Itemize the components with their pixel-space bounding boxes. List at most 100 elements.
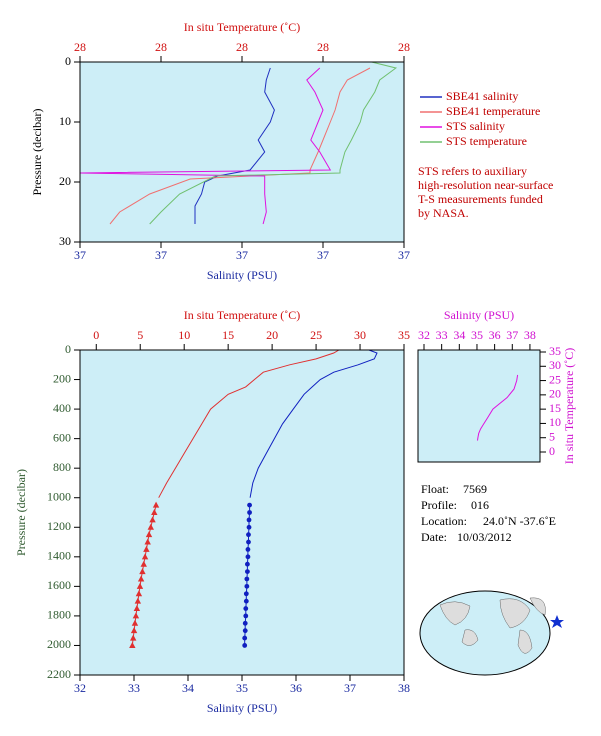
legend-label: SBE41 salinity [446,89,518,103]
y-tick-label: 5 [549,429,555,443]
marker [243,598,249,604]
float-location [550,615,564,628]
y-tick-label: 1400 [47,549,71,563]
y-tick-label: 2200 [47,667,71,681]
y-axis-label: In situ Temperature (˚C) [562,348,576,465]
marker [129,634,137,641]
marker [243,591,249,597]
y-tick-label: 2000 [47,637,71,651]
legend-label: STS temperature [446,134,527,148]
y-tick-label: 0 [65,342,71,356]
series-line [477,374,519,441]
x2-tick-label: 20 [266,328,278,342]
marker [140,560,147,567]
marker [242,643,248,648]
marker [147,523,154,530]
plot-frame [79,61,405,243]
y-tick-label: 1800 [47,608,71,622]
marker [129,641,136,648]
annotation: STS refers to auxiliary [418,164,527,178]
x2-tick-label: 25 [310,328,322,342]
y-axis-label: Pressure (decibar) [14,469,28,556]
y-tick-label: 10 [549,415,561,429]
x-tick-label: 34 [182,681,194,695]
x2-tick-label: 10 [178,328,190,342]
info-label: Float: [421,482,449,496]
marker [246,539,251,545]
marker [141,553,149,560]
info-label: Date: [421,530,447,544]
x2-tick-label: 28 [398,40,410,54]
world-map [419,590,564,676]
map-land [439,601,471,626]
marker [247,502,252,508]
panel: 37 37 37 37 37 Salinity (PSU) 28 28 28 28 28 In sit… [30,20,554,282]
x-tick-label: 37 [74,248,86,262]
x-tick-label: 37 [317,248,329,262]
marker [243,606,249,611]
x2-tick-label: 30 [354,328,366,342]
marker [244,583,250,589]
panel: 32 33 34 35 36 37 38 Salinity (PSU) 051015202530… [417,308,576,465]
marker [136,582,144,589]
marker [243,613,249,619]
marker [133,605,141,612]
y-tick-label: 1000 [47,489,71,503]
series-line [249,349,378,498]
marker [244,576,250,582]
x-axis-label: Salinity (PSU) [207,701,277,715]
annotation: by NASA. [418,206,469,220]
y-tick-label: 30 [549,358,561,372]
info-label: Location: [421,514,467,528]
marker [245,569,250,574]
legend-label: STS salinity [446,119,505,133]
y-tick-label: 1200 [47,519,71,533]
x2-tick-label: 35 [398,328,410,342]
x-tick-label: 37 [344,681,356,695]
y-tick-label: 0 [65,54,71,68]
marker [132,612,140,619]
plot-background [80,350,404,675]
x-tick-label: 35 [236,681,248,695]
x2-axis-label: In situ Temperature (˚C) [184,308,301,322]
marker [245,554,251,560]
y-tick-label: 35 [549,344,561,358]
map-land [499,598,531,629]
annotation: high-resolution near-surface [418,178,553,192]
x-axis-label: Salinity (PSU) [207,268,277,282]
x-tick-label: 35 [471,328,483,342]
marker [144,538,151,545]
marker [143,545,150,552]
marker [242,628,248,634]
marker [149,516,156,523]
x-axis-label: Salinity (PSU) [444,308,514,322]
x2-tick-label: 5 [137,328,143,342]
x-tick-label: 37 [236,248,248,262]
map-land [529,597,546,616]
plot-frame [79,349,405,676]
marker [137,575,145,582]
x2-tick-label: 28 [155,40,167,54]
marker [246,532,251,538]
series-line [149,61,398,225]
y-tick-label: 15 [549,401,561,415]
marker [139,568,146,575]
x-tick-label: 38 [398,681,410,695]
annotation: T-S measurements funded [418,192,543,206]
marker [130,627,138,634]
y-tick-label: 25 [549,372,561,386]
plot-background [80,62,404,242]
marker [247,510,252,515]
y-tick-label: 400 [53,401,71,415]
marker [242,620,248,626]
x-tick-label: 37 [506,328,518,342]
plot-frame [417,349,541,463]
info-value: 10/03/2012 [457,530,512,544]
x2-tick-label: 15 [222,328,234,342]
y-tick-label: 1600 [47,578,71,592]
x-tick-label: 32 [74,681,86,695]
series-line [79,67,332,225]
y-tick-label: 10 [59,114,71,128]
y-axis-label: Pressure (decibar) [30,109,44,196]
